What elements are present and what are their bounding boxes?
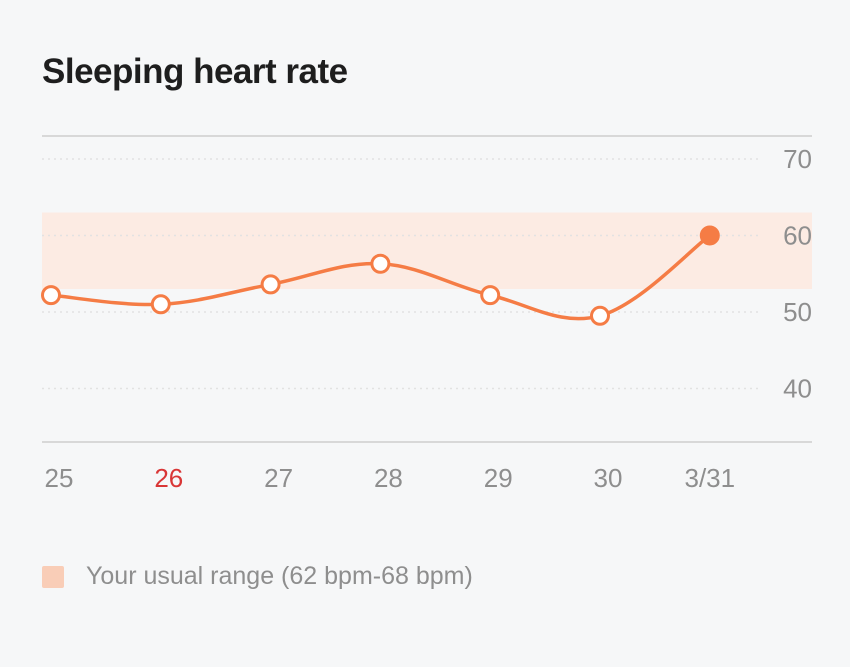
x-tick-label: 29 — [484, 463, 513, 493]
data-point — [480, 285, 501, 306]
legend-label: Your usual range (62 bpm-68 bpm) — [86, 562, 473, 590]
y-tick-label: 70 — [783, 144, 812, 174]
latest-data-point — [699, 225, 720, 246]
y-tick-label: 50 — [783, 297, 812, 327]
y-tick-label: 40 — [783, 373, 812, 403]
data-point — [150, 294, 171, 315]
usual-range-band — [42, 212, 812, 289]
data-point — [590, 305, 610, 326]
chart-title: Sleeping heart rate — [42, 52, 348, 91]
legend-swatch — [42, 565, 64, 588]
x-tick-label: 26 — [154, 463, 183, 493]
data-point — [41, 285, 61, 306]
x-tick-label: 30 — [594, 463, 623, 493]
x-tick-label: 28 — [374, 463, 403, 493]
y-tick-label: 60 — [783, 220, 812, 250]
data-point — [370, 253, 391, 274]
x-tick-label: 27 — [264, 463, 293, 493]
x-tick-label: 3/31 — [684, 463, 735, 493]
chart-legend: Your usual range (62 bpm-68 bpm) — [42, 562, 473, 591]
x-tick-label: 25 — [45, 463, 74, 493]
data-point — [260, 274, 281, 295]
